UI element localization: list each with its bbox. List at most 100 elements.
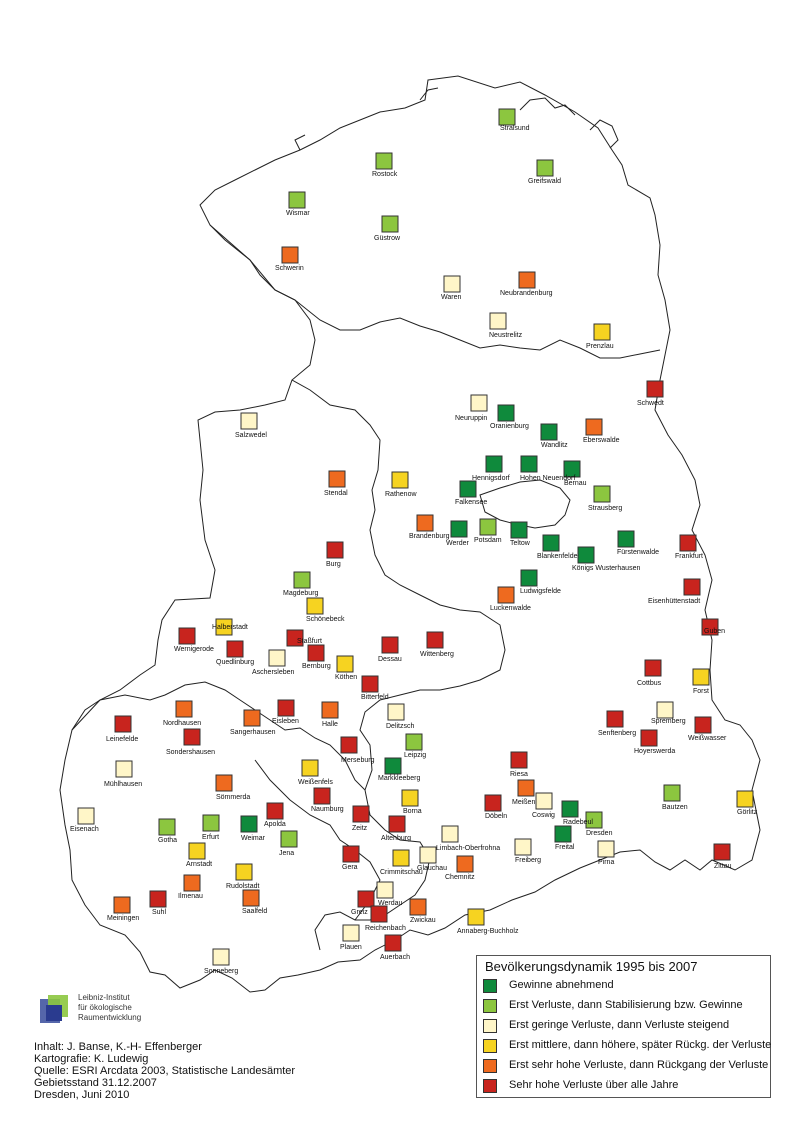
legend-item: Erst Verluste, dann Stabilisierung bzw. …: [483, 999, 768, 1015]
city-marker: [288, 191, 306, 209]
city-label: Prenzlau: [586, 343, 614, 350]
city-marker: [683, 578, 701, 596]
city-label: Bernau: [564, 480, 587, 487]
city-label: Ludwigsfelde: [520, 588, 561, 595]
city-marker: [242, 889, 260, 907]
city-marker: [361, 675, 379, 693]
city-marker: [280, 830, 298, 848]
city-label: Annaberg-Buchholz: [457, 928, 519, 935]
city-label: Zeitz: [352, 825, 368, 832]
city-label: Glauchau: [417, 865, 447, 872]
city-label: Wismar: [286, 210, 310, 217]
city-marker: [679, 534, 697, 552]
state-boundary-mv: [209, 224, 661, 359]
city-label: Wandlitz: [541, 442, 568, 449]
city-label: Dessau: [378, 656, 402, 663]
city-marker: [485, 455, 503, 473]
city-marker: [336, 655, 354, 673]
city-label: Güstrow: [374, 235, 401, 242]
city-label: Altenburg: [381, 835, 411, 842]
city-label: Delitzsch: [386, 723, 415, 730]
city-marker: [479, 518, 497, 536]
legend-item: Gewinne abnehmend: [483, 979, 768, 995]
city-marker: [441, 825, 459, 843]
city-label: Hohen Neuendorf: [520, 475, 575, 482]
city-label: Rudolstadt: [226, 883, 260, 890]
city-label: Nordhausen: [163, 720, 201, 727]
city-marker: [593, 485, 611, 503]
city-marker: [535, 792, 553, 810]
city-label: Wittenberg: [420, 651, 454, 658]
city-marker: [277, 699, 295, 717]
logo-icon: [40, 995, 68, 1023]
city-label: Borna: [403, 808, 422, 815]
city-marker: [243, 709, 261, 727]
city-label: Pirna: [598, 859, 614, 866]
legend-swatch: [483, 999, 497, 1013]
city-marker: [202, 814, 220, 832]
legend-label: Gewinne abnehmend: [509, 979, 614, 991]
city-label: Reichenbach: [365, 925, 406, 932]
city-label: Plauen: [340, 944, 362, 951]
city-label: Halle: [322, 721, 338, 728]
city-label: Aschersleben: [252, 669, 295, 676]
city-label: Weißenfels: [298, 779, 333, 786]
legend-label: Erst geringe Verluste, dann Verluste ste…: [509, 1019, 730, 1031]
legend-item: Sehr hohe Verluste über alle Jahre: [483, 1079, 768, 1095]
city-label: Rostock: [372, 171, 398, 178]
city-marker: [593, 323, 611, 341]
city-label: Greiz: [351, 909, 368, 916]
city-marker: [266, 802, 284, 820]
logo-line-2: für ökologische: [78, 1003, 132, 1012]
city-marker: [646, 380, 664, 398]
city-marker: [736, 790, 754, 808]
city-label: Neubrandenburg: [500, 290, 553, 297]
city-label: Apolda: [264, 821, 286, 828]
logo-line-1: Leibniz-Institut: [78, 993, 130, 1002]
state-boundary-th-st: [71, 681, 366, 791]
city-marker: [313, 787, 331, 805]
city-label: Stendal: [324, 490, 348, 497]
city-label: Zwickau: [410, 917, 436, 924]
city-marker: [306, 597, 324, 615]
city-marker: [286, 629, 304, 647]
city-label: Limbach-Oberfrohna: [436, 845, 500, 852]
city-label: Rathenow: [385, 491, 417, 498]
city-marker: [357, 890, 375, 908]
city-label: Hoyerswerda: [634, 748, 675, 755]
credit-cartography: Kartografie: K. Ludewig: [34, 1053, 149, 1065]
city-marker: [77, 807, 95, 825]
city-marker: [663, 784, 681, 802]
city-marker: [384, 934, 402, 952]
city-marker: [694, 716, 712, 734]
city-marker: [510, 521, 528, 539]
city-label: Waren: [441, 294, 461, 301]
city-marker: [342, 845, 360, 863]
city-label: Bautzen: [662, 804, 688, 811]
city-label: Dresden: [586, 830, 613, 837]
city-label: Senftenberg: [598, 730, 636, 737]
city-markers: [77, 108, 754, 966]
city-label: Stralsund: [500, 125, 530, 132]
credit-source: Quelle: ESRI Arcdata 2003, Statistische …: [34, 1065, 296, 1077]
city-label: Schönebeck: [306, 616, 345, 623]
city-label: Spremberg: [651, 718, 686, 725]
institute-logo: Leibniz-Institut für ökologische Raument…: [38, 993, 183, 1035]
city-marker: [326, 541, 344, 559]
city-marker: [497, 586, 515, 604]
city-label: Frankfurt: [675, 553, 703, 560]
city-label: Freital: [555, 844, 575, 851]
logo-line-3: Raumentwicklung: [78, 1013, 142, 1022]
city-marker: [381, 636, 399, 654]
city-label: Mühlhausen: [104, 781, 142, 788]
city-label: Strausberg: [588, 505, 622, 512]
city-marker: [178, 627, 196, 645]
city-marker: [149, 890, 167, 908]
city-marker: [212, 948, 230, 966]
city-marker: [307, 644, 325, 662]
city-marker: [467, 908, 485, 926]
city-label: Saalfeld: [242, 908, 267, 915]
city-label: Eisenhüttenstadt: [648, 598, 700, 605]
map-credits: Inhalt: J. Banse, K.-H- Effenberger Kart…: [34, 1041, 295, 1101]
city-marker: [644, 659, 662, 677]
